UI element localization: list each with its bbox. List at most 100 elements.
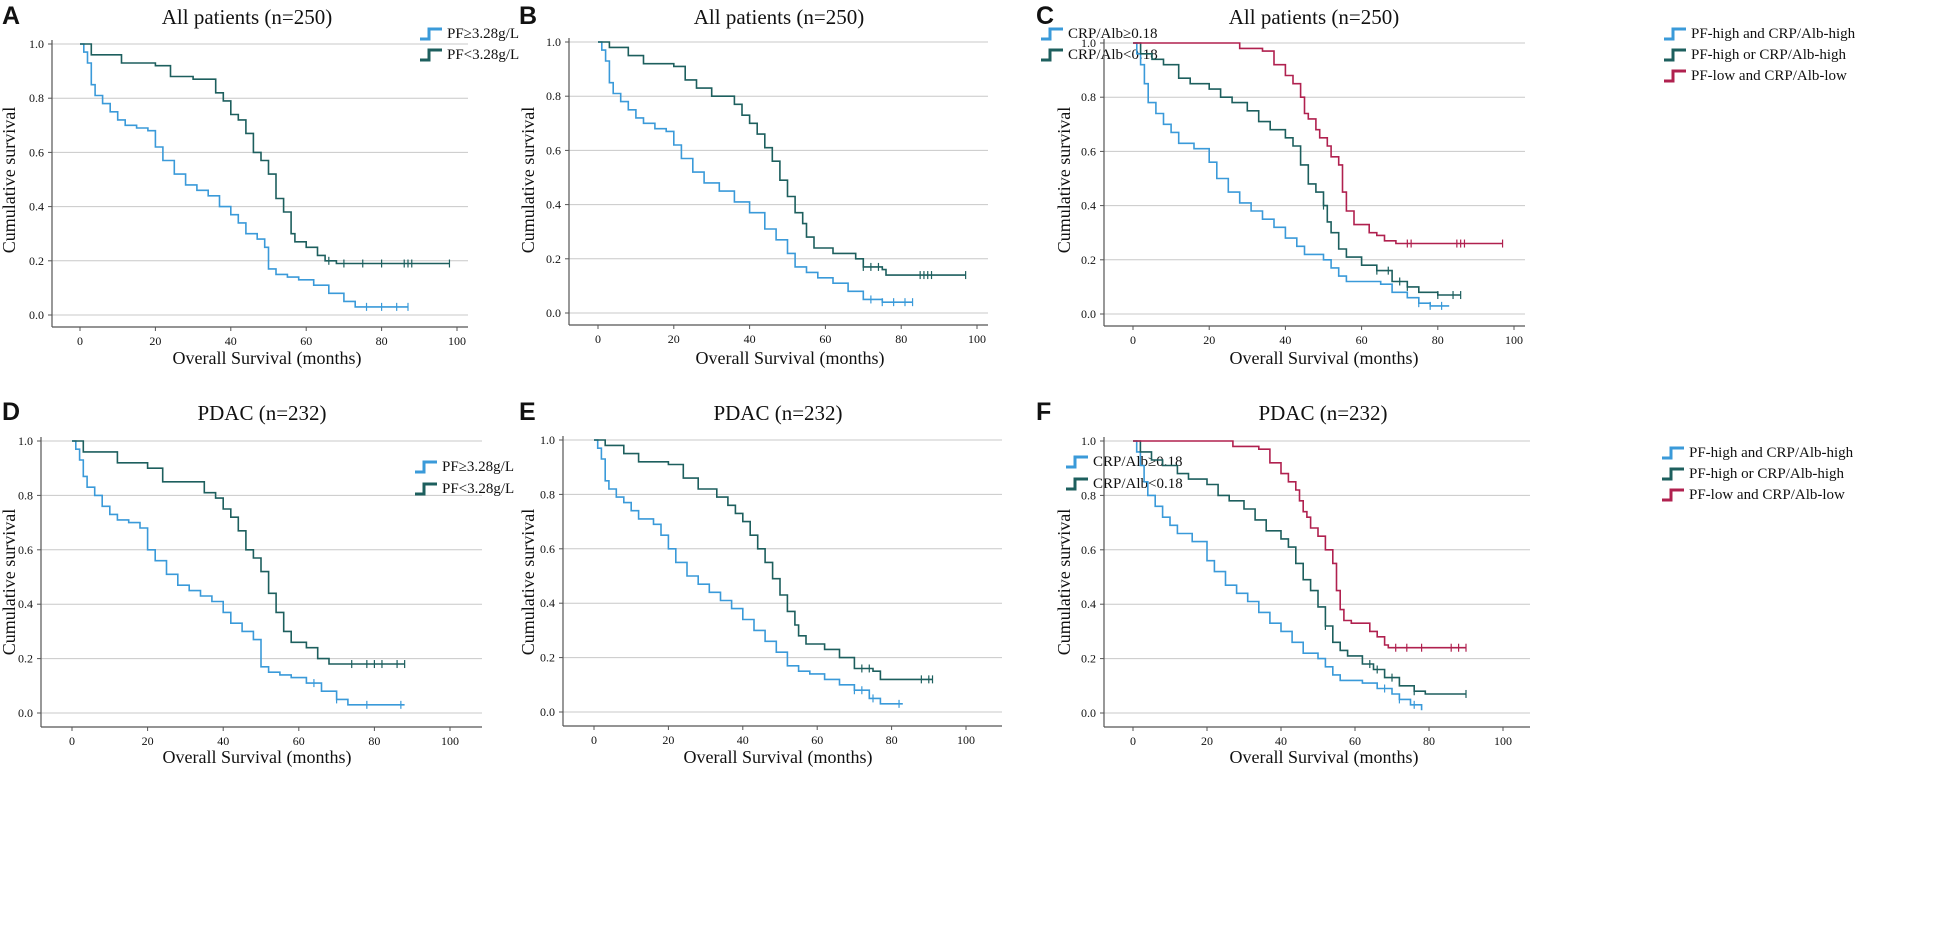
y-tick-label: 1.0 [1081, 434, 1096, 448]
chart-title: All patients (n=250) [694, 5, 864, 29]
x-tick-label: 20 [1203, 333, 1215, 347]
y-tick-label: 0.2 [546, 252, 561, 266]
panel-d: D PDAC (n=232) 0.0 0.2 0.4 0.6 0.8 1.0 0 20 40 60 80… [0, 398, 514, 768]
legend-swatch [415, 482, 437, 496]
series-pfge3-28g-l-curve [72, 440, 405, 706]
x-tick-label: 40 [1275, 734, 1287, 748]
y-tick-label: 1.0 [540, 433, 555, 447]
legend: PF-high and CRP/Alb-high PF-high or CRP/A… [1664, 26, 1856, 84]
x-tick-label: 20 [142, 734, 154, 748]
legend-label: CRP/Alb≥0.18 [1068, 26, 1158, 42]
y-tick-label: 0.6 [1081, 144, 1096, 158]
legend-swatch [1662, 467, 1684, 481]
legend: PF≥3.28g/L PF<3.28g/L [415, 459, 514, 497]
chart-title: PDAC (n=232) [197, 401, 326, 425]
x-tick-label: 100 [1505, 333, 1523, 347]
panel-letter: C [1036, 2, 1054, 30]
y-tick-label: 0.6 [1081, 543, 1096, 557]
legend-label: CRP/Alb≥0.18 [1093, 454, 1183, 470]
y-tick-label: 0.8 [18, 488, 33, 502]
chart-title: PDAC (n=232) [1258, 401, 1387, 425]
y-tick-label: 1.0 [29, 37, 44, 51]
y-axis-label: Cumulative survival [0, 509, 19, 655]
y-tick-label: 0.6 [546, 143, 561, 157]
panel-letter: B [519, 2, 537, 30]
y-tick-label: 0.4 [29, 200, 44, 214]
y-tick-label: 0.8 [546, 89, 561, 103]
x-tick-label: 80 [376, 334, 388, 348]
y-tick-label: 0.0 [1081, 307, 1096, 321]
legend-label: PF<3.28g/L [442, 481, 514, 497]
y-tick-label: 0.4 [18, 597, 33, 611]
legend: PF≥3.28g/L PF<3.28g/L [420, 26, 519, 63]
series-pfge3-28g-l-curve [80, 43, 408, 308]
x-tick-label: 40 [737, 733, 749, 747]
y-tick-label: 0.2 [1081, 253, 1096, 267]
y-tick-label: 0.6 [18, 543, 33, 557]
y-tick-label: 1.0 [18, 434, 33, 448]
x-axis-label: Overall Survival (months) [684, 747, 873, 768]
y-axis-label: Cumulative survival [1054, 509, 1074, 655]
legend-swatch [1662, 488, 1684, 502]
x-tick-label: 20 [1201, 734, 1213, 748]
legend-swatch [1041, 27, 1063, 41]
y-tick-label: 1.0 [546, 35, 561, 49]
y-tick-label: 0.2 [29, 254, 44, 268]
series-pf-high-and-crp-alb-high-curve [1133, 440, 1423, 711]
y-tick-label: 0.0 [18, 706, 33, 720]
y-tick-label: 0.0 [546, 306, 561, 320]
x-tick-label: 40 [1279, 333, 1291, 347]
y-tick-label: 0.6 [540, 542, 555, 556]
x-tick-label: 40 [217, 734, 229, 748]
x-tick-label: 80 [895, 332, 907, 346]
legend-swatch [1066, 477, 1088, 491]
x-tick-label: 80 [1423, 734, 1435, 748]
legend-label: PF-high and CRP/Alb-high [1691, 26, 1856, 42]
x-tick-label: 40 [744, 332, 756, 346]
legend: CRP/Alb≥0.18 CRP/Alb<0.18 [1066, 454, 1183, 492]
legend-swatch [415, 460, 437, 474]
series-pflt3-28g-l-curve [80, 43, 450, 265]
panel-letter: E [519, 398, 536, 426]
x-tick-label: 100 [968, 332, 986, 346]
legend-label: PF-high or CRP/Alb-high [1689, 466, 1845, 482]
chart-title: All patients (n=250) [162, 5, 332, 29]
x-tick-label: 60 [819, 332, 831, 346]
x-tick-label: 20 [668, 332, 680, 346]
x-axis-label: Overall Survival (months) [1230, 747, 1419, 768]
y-axis-label: Cumulative survival [0, 107, 19, 253]
y-tick-label: 0.4 [1081, 597, 1096, 611]
x-axis-label: Overall Survival (months) [173, 348, 362, 369]
series-pf-high-or-crp-alb-high-curve [1133, 440, 1466, 695]
chart-title: PDAC (n=232) [713, 401, 842, 425]
legend-label: PF≥3.28g/L [447, 26, 519, 42]
x-tick-label: 0 [69, 734, 75, 748]
x-tick-label: 0 [77, 334, 83, 348]
panel-letter: F [1036, 398, 1051, 426]
legend: PF-high and CRP/Alb-high PF-high or CRP/A… [1662, 445, 1854, 503]
series-pf-low-and-crp-alb-low-curve [1133, 440, 1466, 649]
legend-swatch [1662, 446, 1684, 460]
y-tick-label: 0.4 [540, 596, 555, 610]
panel-c: C All patients (n=250) 0.0 0.2 0.4 0.6 0.8 1.0 0… [1036, 2, 1856, 369]
series-crp-albge0-18-curve [594, 439, 903, 705]
x-tick-label: 100 [448, 334, 466, 348]
legend-label: PF<3.28g/L [447, 47, 519, 63]
legend-label: PF-high and CRP/Alb-high [1689, 445, 1854, 461]
x-tick-label: 100 [441, 734, 459, 748]
legend-label: PF-low and CRP/Alb-low [1689, 487, 1845, 503]
x-tick-label: 100 [957, 733, 975, 747]
y-tick-label: 0.2 [18, 652, 33, 666]
y-tick-label: 0.0 [540, 705, 555, 719]
y-tick-label: 0.8 [29, 91, 44, 105]
y-tick-label: 0.8 [1081, 488, 1096, 502]
x-tick-label: 80 [368, 734, 380, 748]
y-tick-label: 0.0 [1081, 706, 1096, 720]
y-tick-label: 0.2 [1081, 652, 1096, 666]
y-tick-label: 0.8 [540, 487, 555, 501]
legend-label: PF-low and CRP/Alb-low [1691, 68, 1847, 84]
x-tick-label: 0 [595, 332, 601, 346]
series-pf-high-and-crp-alb-high-curve [1133, 42, 1450, 307]
x-tick-label: 60 [1349, 734, 1361, 748]
panel-a: A All patients (n=250) 0.0 0.2 0.4 0.6 0.8 1.0 0… [0, 2, 519, 369]
